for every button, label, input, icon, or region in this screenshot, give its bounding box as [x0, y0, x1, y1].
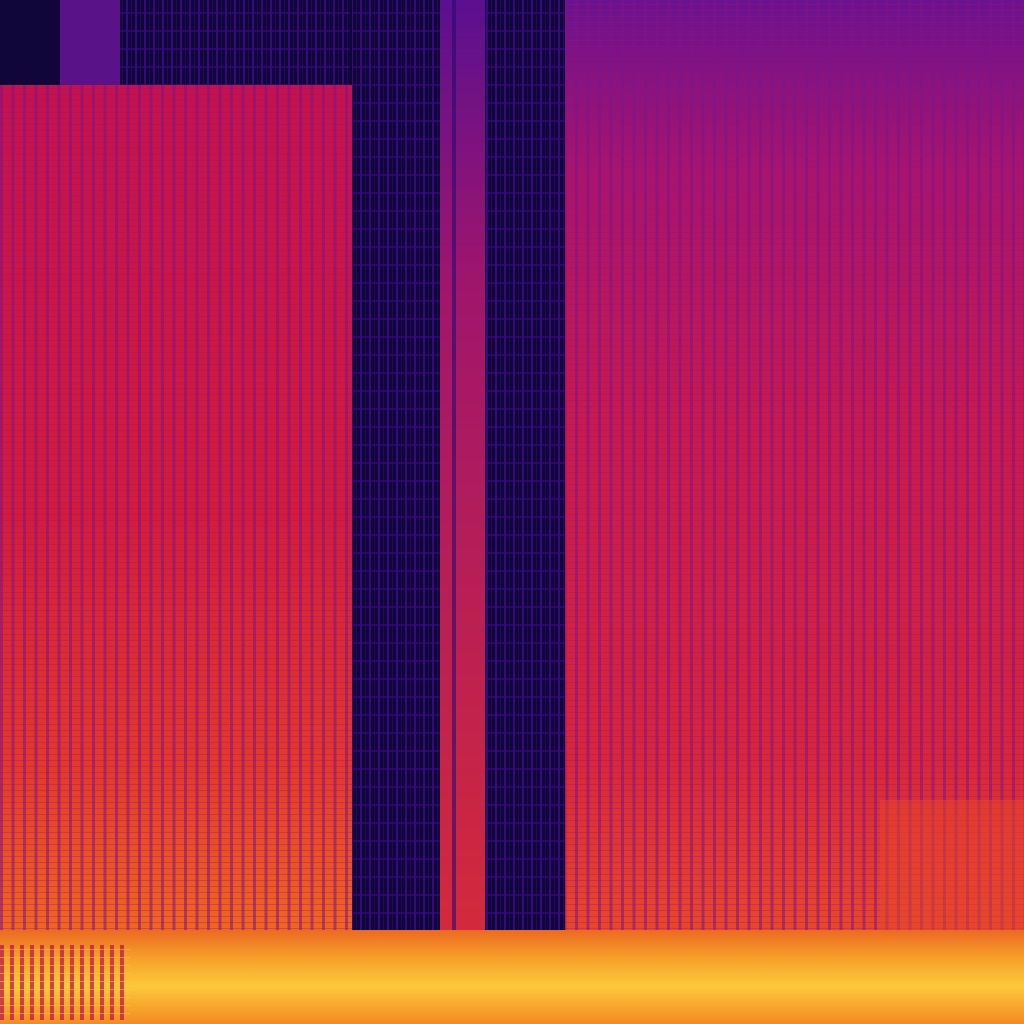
bottom-band — [0, 930, 1024, 1024]
top-strip — [60, 0, 120, 85]
mid-line — [452, 0, 456, 945]
right-corner — [880, 800, 1024, 945]
dark-column — [485, 0, 565, 930]
right-stripes — [565, 0, 1024, 945]
bottom-stripes — [0, 945, 130, 1020]
top-dark — [120, 0, 350, 85]
left-stripes — [0, 85, 352, 945]
mid-column — [440, 0, 485, 945]
dark-column — [352, 0, 450, 930]
